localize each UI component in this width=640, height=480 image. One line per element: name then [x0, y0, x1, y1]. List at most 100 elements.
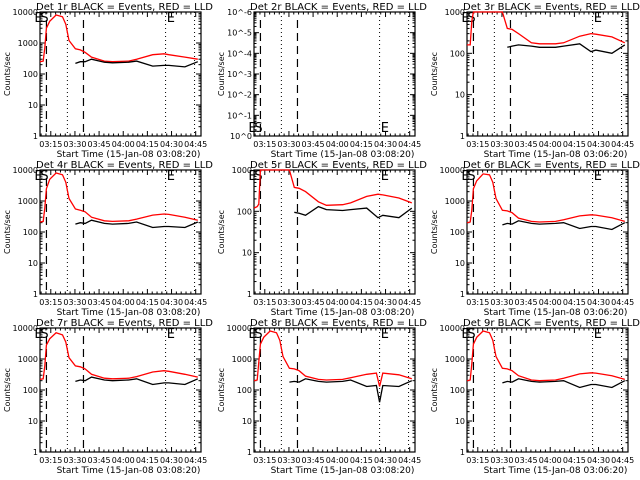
- start-marker-label: S: [467, 169, 475, 184]
- series-line-events: [75, 219, 199, 229]
- x-tick-label: 03:15: [466, 456, 489, 465]
- y-tick-label: 100: [23, 70, 38, 79]
- end-marker-label: E: [594, 169, 602, 184]
- panel-title: Det 4r BLACK = Events, RED = LLD: [36, 160, 213, 171]
- e-marker-label: E: [461, 169, 469, 184]
- x-tick-label: 04:30: [374, 456, 397, 465]
- y-tick-label: 10: [28, 417, 38, 426]
- x-tick-label: 04:45: [398, 456, 421, 465]
- x-tick-label: 04:45: [184, 140, 207, 149]
- y-tick-label: 100: [23, 386, 38, 395]
- x-tick-label: 03:15: [39, 456, 62, 465]
- x-tick-label: 04:30: [374, 140, 397, 149]
- e-marker-label: E: [34, 327, 42, 342]
- panel-det-9: Det 9r BLACK = Events, RED = LLD 1 10 100 10…: [430, 318, 640, 476]
- y-tick-label: 10000: [440, 324, 465, 333]
- series-line-events: [289, 378, 413, 403]
- x-axis-title: Start Time (15-Jan-08 03:08:20): [57, 466, 201, 476]
- x-tick-label: 04:00: [539, 298, 562, 307]
- x-tick-label: 04:45: [184, 298, 207, 307]
- x-tick-label: 03:30: [63, 456, 86, 465]
- panel-title: Det 8r BLACK = Events, RED = LLD: [250, 318, 427, 329]
- y-axis-title: Counts/sec: [217, 368, 226, 412]
- x-tick-label: 04:00: [112, 456, 135, 465]
- x-axis-title: Start Time (15-Jan-08 03:08:20): [57, 150, 201, 160]
- x-tick-label: 04:15: [350, 456, 373, 465]
- y-tick-label: 1000: [18, 355, 38, 364]
- x-axis-title: Start Time (15-Jan-08 03:08:20): [271, 308, 415, 318]
- x-tick-label: 04:45: [398, 298, 421, 307]
- x-tick-label: 04:15: [563, 140, 586, 149]
- series-line-lld: [253, 169, 413, 209]
- y-tick-label: 1: [33, 290, 38, 299]
- y-tick-label: 10000: [440, 166, 465, 175]
- y-axis-title: Counts/sec: [217, 52, 226, 96]
- start-marker-label: S: [254, 121, 262, 136]
- y-tick-label: 1000: [232, 166, 252, 175]
- series-line-lld: [466, 330, 625, 382]
- x-tick-label: 03:15: [466, 298, 489, 307]
- y-tick-label: 10: [455, 417, 465, 426]
- panel-title: Det 9r BLACK = Events, RED = LLD: [463, 318, 640, 329]
- plot-frame: [39, 11, 202, 137]
- x-tick-label: 04:15: [136, 298, 159, 307]
- x-tick-label: 04:00: [326, 298, 349, 307]
- y-tick-label: 1000: [445, 355, 465, 364]
- y-tick-label: 10: [28, 101, 38, 110]
- end-marker-label: E: [381, 121, 389, 136]
- plot-frame: [253, 11, 416, 137]
- x-tick-label: 03:45: [302, 140, 325, 149]
- x-tick-label: 04:30: [374, 298, 397, 307]
- start-marker-label: S: [254, 327, 262, 342]
- y-tick-label: 1: [460, 448, 465, 457]
- x-tick-label: 03:45: [88, 456, 111, 465]
- x-tick-label: 04:15: [563, 456, 586, 465]
- x-axis-title: Start Time (15-Jan-08 03:08:20): [271, 466, 415, 476]
- e-marker-label: E: [248, 327, 256, 342]
- y-axis-title: Counts/sec: [217, 210, 226, 254]
- x-tick-label: 04:45: [184, 456, 207, 465]
- e-marker-label: E: [248, 121, 256, 136]
- series-line-events: [75, 376, 199, 386]
- y-tick-label: 10: [28, 259, 38, 268]
- x-tick-label: 03:30: [277, 456, 300, 465]
- end-marker-label: E: [167, 169, 175, 184]
- series-line-events: [502, 220, 626, 231]
- e-marker-label: E: [34, 169, 42, 184]
- panel-det-4: Det 4r BLACK = Events, RED = LLD 1 10 100 10…: [3, 160, 213, 318]
- e-marker-label: E: [461, 11, 469, 26]
- y-axis-title: Counts/sec: [3, 210, 12, 254]
- y-tick-label: 10000: [13, 8, 38, 17]
- y-tick-label: 1: [460, 290, 465, 299]
- plot-frame: [253, 169, 416, 295]
- start-marker-label: S: [40, 11, 48, 26]
- x-tick-label: 04:45: [611, 456, 634, 465]
- y-axis-title: Counts/sec: [3, 52, 12, 96]
- y-tick-label: 10000: [13, 324, 38, 333]
- y-tick-label: 100: [450, 49, 465, 58]
- x-tick-label: 03:15: [253, 140, 276, 149]
- x-tick-label: 04:00: [539, 456, 562, 465]
- x-tick-label: 03:45: [88, 298, 111, 307]
- end-marker-label: E: [594, 11, 602, 26]
- x-tick-label: 03:30: [63, 298, 86, 307]
- start-marker-label: S: [40, 327, 48, 342]
- series-line-events: [502, 378, 626, 389]
- x-tick-label: 03:30: [277, 140, 300, 149]
- e-marker-label: E: [34, 11, 42, 26]
- x-tick-label: 04:15: [563, 298, 586, 307]
- y-tick-label: 100: [450, 386, 465, 395]
- x-tick-label: 03:45: [515, 298, 538, 307]
- y-tick-label: 1000: [18, 197, 38, 206]
- e-marker-label: E: [248, 169, 256, 184]
- series-line-events: [75, 58, 199, 68]
- x-tick-label: 04:45: [398, 140, 421, 149]
- x-tick-label: 04:30: [587, 456, 610, 465]
- x-tick-label: 03:45: [515, 140, 538, 149]
- y-tick-label: 1: [247, 448, 252, 457]
- x-tick-label: 03:15: [39, 140, 62, 149]
- plot-frame: [39, 169, 202, 295]
- x-tick-label: 04:15: [350, 298, 373, 307]
- x-tick-label: 03:30: [490, 140, 513, 149]
